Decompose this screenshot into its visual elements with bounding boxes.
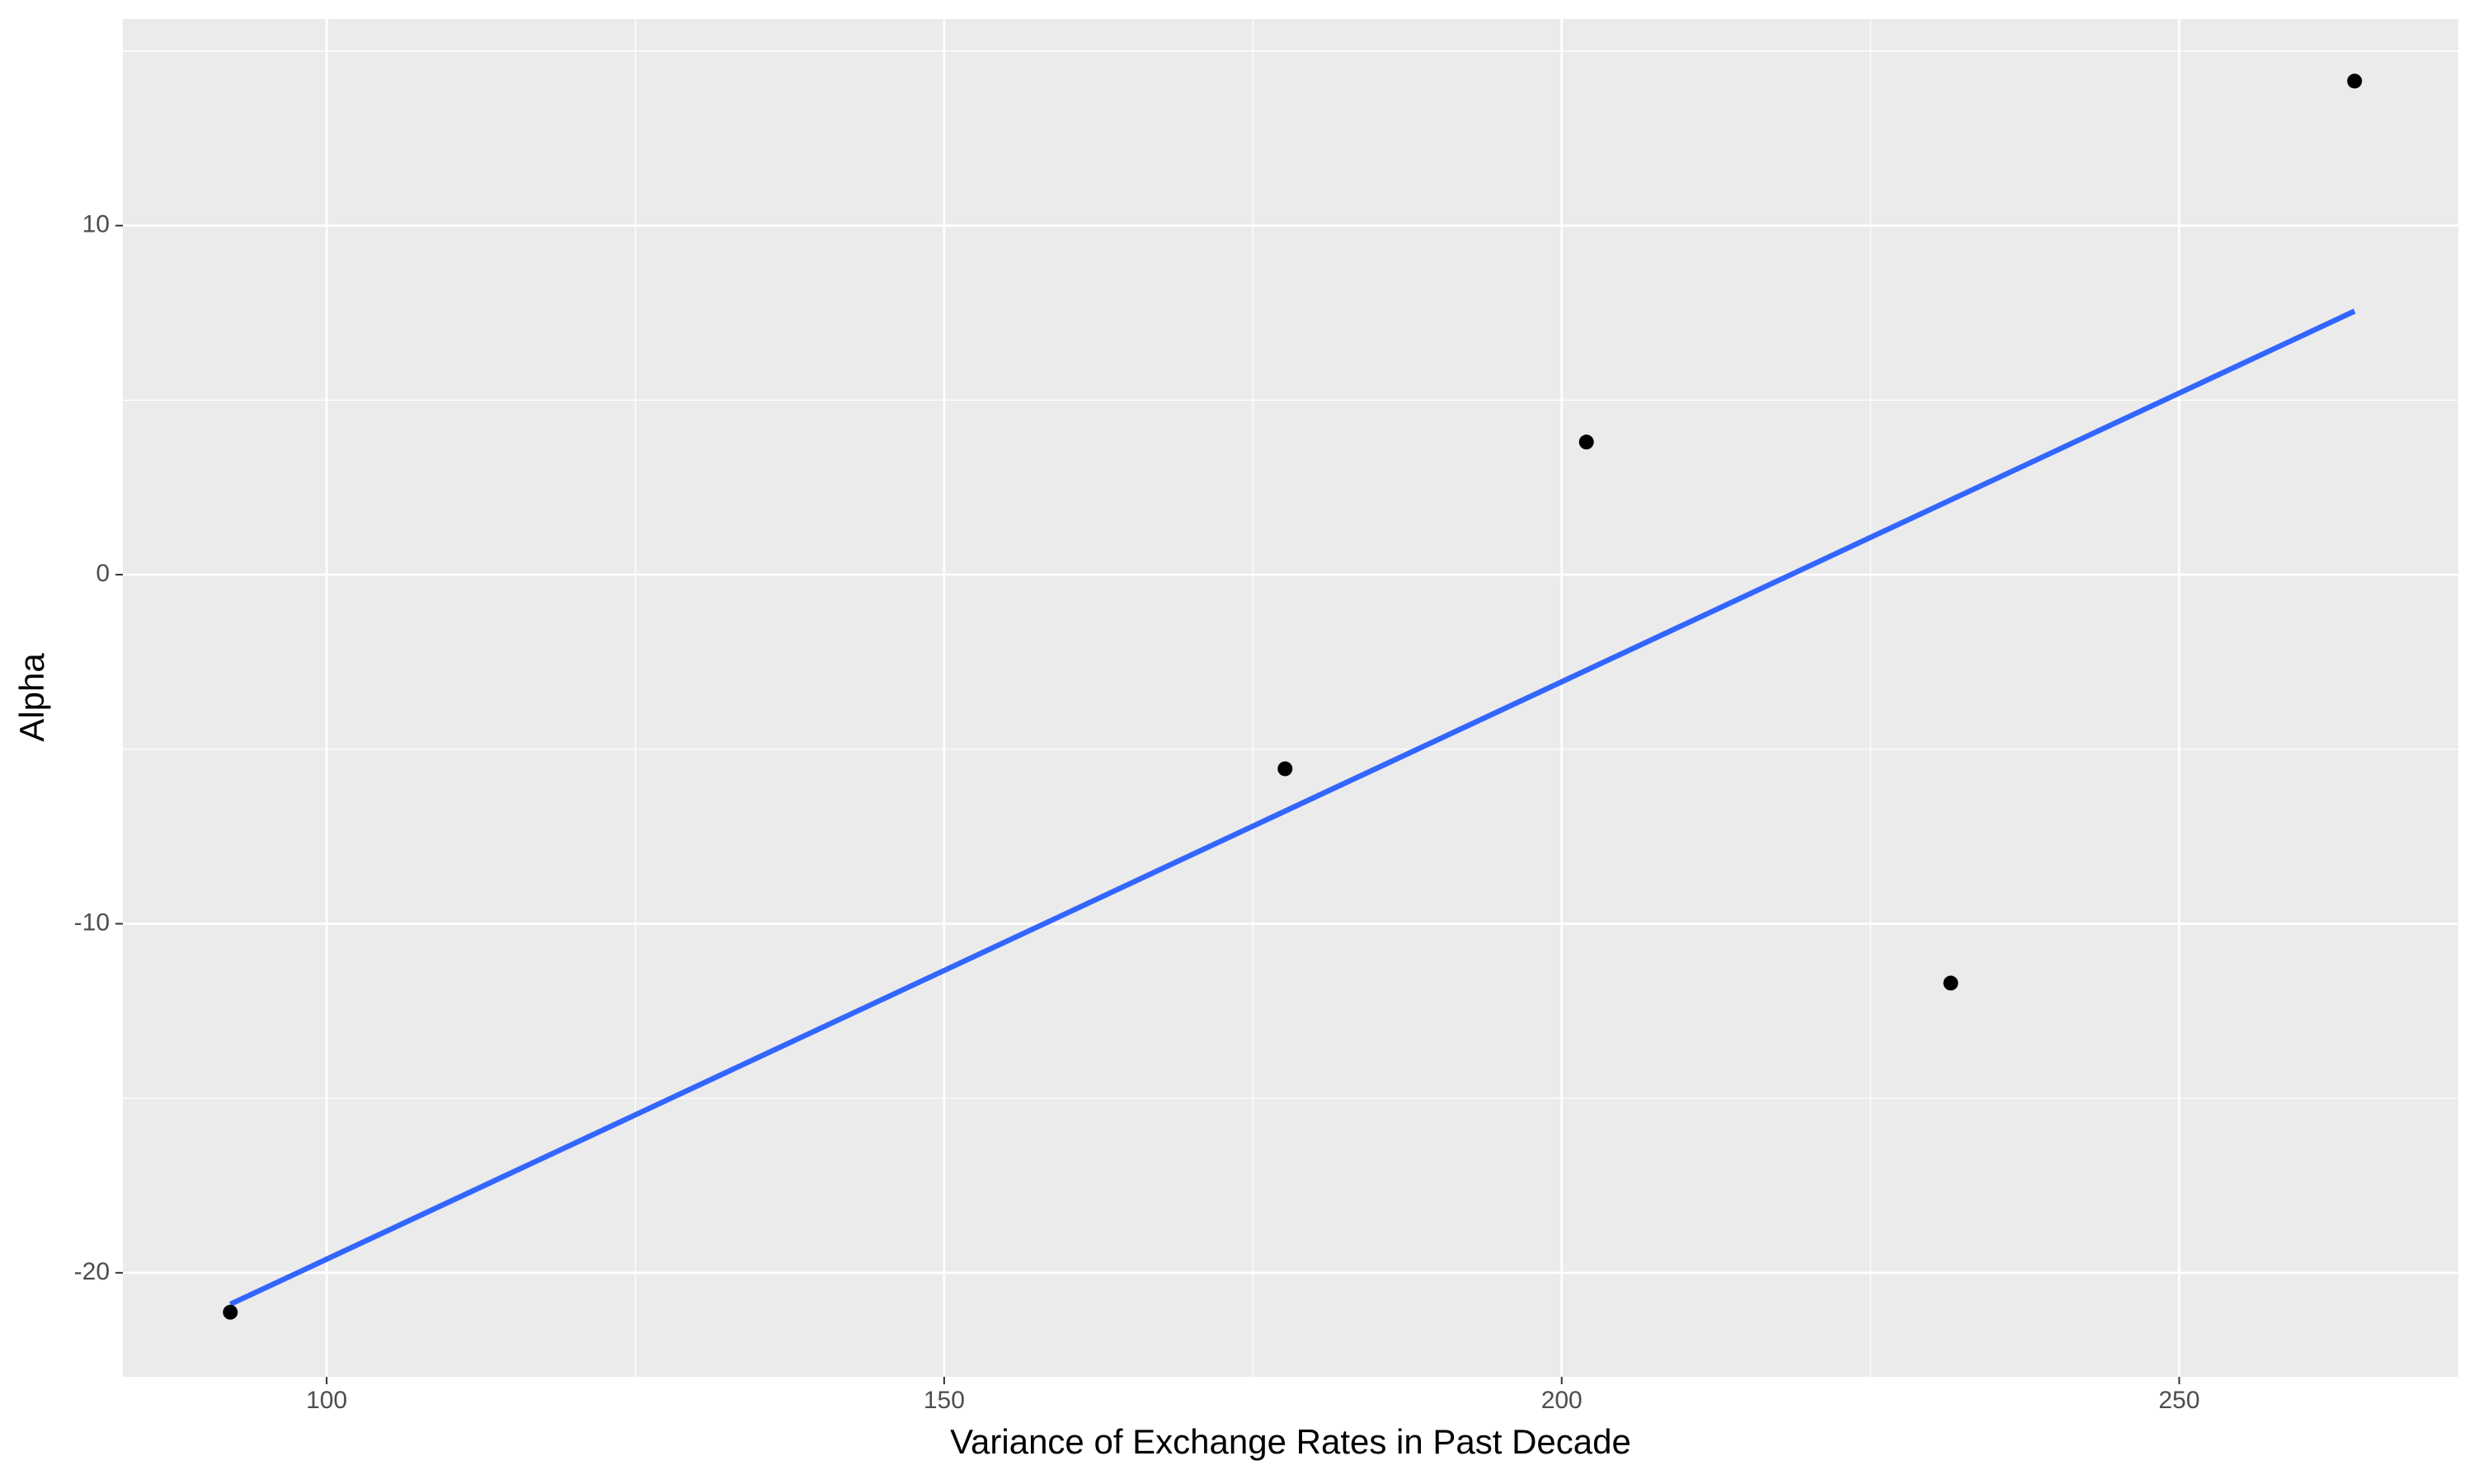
plot-panel <box>123 19 2458 1377</box>
x-tick-label: 150 <box>924 1387 965 1414</box>
point <box>1578 434 1594 450</box>
x-tick-label: 100 <box>306 1387 347 1414</box>
x-axis-title: Variance of Exchange Rates in Past Decad… <box>950 1422 1631 1461</box>
y-tick-label: 10 <box>82 211 110 238</box>
point <box>223 1304 238 1320</box>
x-tick-label: 250 <box>2159 1387 2200 1414</box>
y-tick-label: -20 <box>74 1258 110 1285</box>
point <box>2347 73 2363 89</box>
point <box>1277 761 1293 777</box>
y-tick-label: 0 <box>96 560 110 587</box>
fit-line <box>228 308 2356 1307</box>
point <box>1943 975 1959 991</box>
x-tick-label: 200 <box>1541 1387 1583 1414</box>
y-axis-title: Alpha <box>12 653 51 742</box>
y-tick-label: -10 <box>74 909 110 936</box>
